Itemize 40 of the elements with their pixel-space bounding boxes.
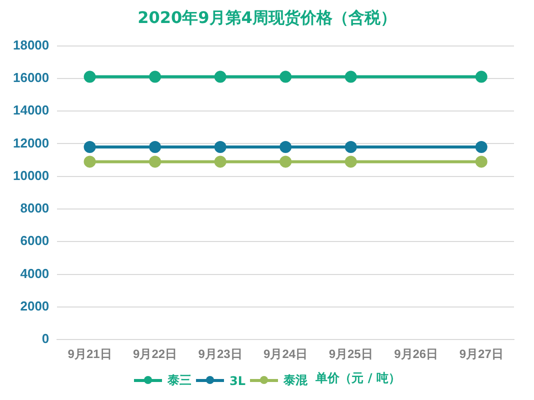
x-tick-label: 9月23日 [198, 347, 242, 362]
point [149, 156, 162, 168]
point [475, 156, 488, 168]
y-tick-label: 10000 [12, 168, 50, 183]
x-tick-label: 9月22日 [133, 347, 178, 362]
point [149, 70, 162, 83]
chart-title: 2020年9月第4周现货价格（含税） [136, 8, 398, 29]
y-tick-label: 6000 [20, 233, 50, 248]
point [475, 70, 488, 83]
x-tick-label: 9月21日 [68, 347, 112, 362]
y-tick-label: 18000 [12, 37, 50, 52]
point [214, 70, 226, 83]
point [84, 156, 96, 168]
x-tick-label: 9月25日 [328, 347, 373, 362]
x-tick-label: 9月26日 [394, 347, 438, 362]
point [344, 156, 357, 168]
y-tick-label: 8000 [20, 200, 50, 216]
legend-label: 泰混 [284, 372, 308, 389]
x-tick-label: 9月24日 [264, 347, 308, 362]
point [84, 141, 96, 153]
point [214, 156, 226, 168]
point [344, 141, 357, 153]
point [84, 70, 96, 83]
y-tick-label: 2000 [20, 298, 50, 314]
point [280, 70, 292, 83]
legend-label: 泰三 [168, 372, 192, 389]
point [149, 141, 162, 153]
point [280, 141, 292, 153]
y-tick-label: 0 [42, 331, 50, 346]
point [214, 141, 226, 153]
point [344, 70, 357, 83]
y-tick-label: 14000 [12, 102, 50, 118]
y-tick-label: 16000 [12, 70, 50, 86]
x-tick-label: 9月27日 [459, 347, 504, 362]
point [280, 156, 292, 168]
text: 单价（元 / 吨） [314, 371, 400, 385]
point [475, 141, 488, 153]
y-tick-label: 4000 [20, 266, 50, 281]
legend-label: 3L [230, 374, 246, 388]
y-tick-label: 12000 [12, 135, 50, 150]
